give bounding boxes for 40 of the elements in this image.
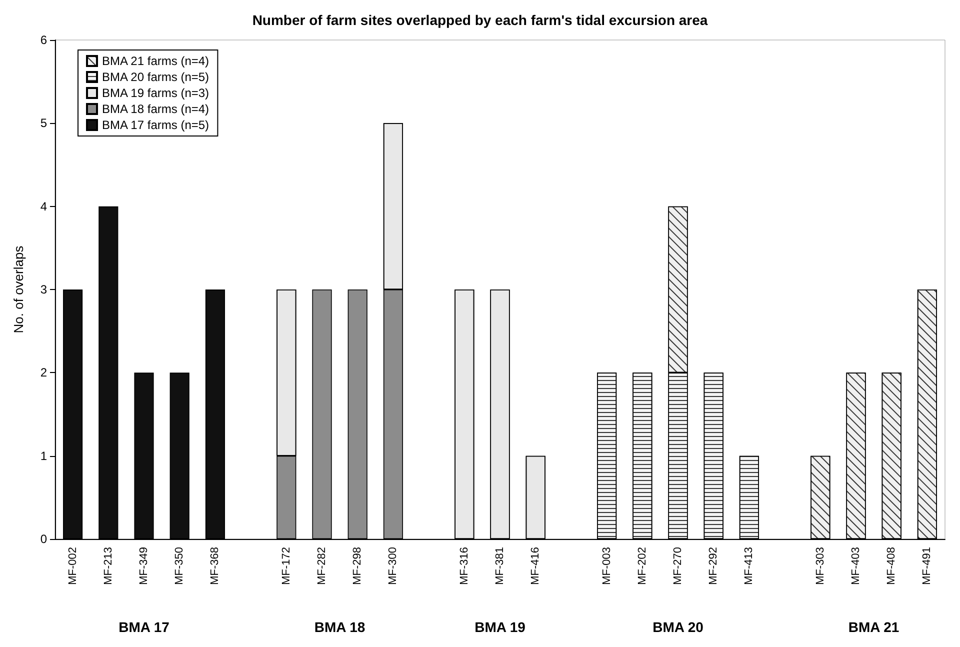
x-tick-label: MF-368 [209, 547, 222, 585]
x-tick-label: MF-381 [494, 547, 506, 585]
legend-label: BMA 19 farms (n=3) [102, 86, 210, 100]
legend-label: BMA 17 farms (n=5) [102, 118, 210, 132]
legend-label: BMA 20 farms (n=5) [102, 70, 210, 84]
x-tick-label: MF-292 [708, 547, 720, 585]
x-tick-label: MF-413 [743, 547, 756, 585]
x-tick-label: MF-316 [458, 547, 470, 585]
x-tick-label: MF-416 [530, 547, 542, 585]
legend-label: BMA 18 farms (n=4) [102, 102, 210, 116]
text: BMA 18 [314, 619, 366, 635]
x-tick-label: MF-300 [387, 547, 400, 585]
y-axis-title: No. of overlaps [11, 245, 26, 334]
chart-title: Number of farm sites overlapped by each farm's tidal excursion area [252, 12, 708, 28]
text: BMA 21 [848, 619, 900, 635]
x-tick-label: MF-298 [352, 547, 364, 585]
x-tick-label: MF-403 [850, 547, 862, 585]
y-tick-label: 2 [40, 366, 48, 380]
x-tick-label: MF-349 [138, 547, 150, 585]
x-tick-label: MF-350 [174, 547, 186, 585]
y-tick-label: 3 [40, 282, 48, 296]
text: BMA 20 [652, 619, 704, 635]
x-tick-label: MF-408 [886, 547, 898, 585]
x-tick-label: MF-002 [66, 547, 79, 585]
y-tick-label: 6 [40, 33, 48, 47]
x-tick-label: MF-202 [636, 547, 648, 585]
text: BMA 19 [474, 619, 526, 635]
y-tick-label: 5 [40, 116, 48, 130]
x-tick-label: MF-213 [102, 547, 114, 585]
x-tick-label: MF-270 [672, 547, 684, 585]
x-tick-label: MF-303 [814, 547, 826, 585]
y-tick-label: 4 [40, 199, 48, 214]
y-tick-label: 1 [40, 448, 48, 463]
text: BMA 17 [118, 619, 170, 635]
x-tick-label: MF-003 [600, 547, 613, 585]
x-tick-label: MF-282 [316, 547, 328, 585]
y-tick-label: 0 [40, 532, 48, 546]
legend-label: BMA 21 farms (n=4) [102, 54, 210, 68]
x-tick-label: MF-491 [921, 547, 934, 585]
x-tick-label: MF-172 [280, 547, 292, 585]
